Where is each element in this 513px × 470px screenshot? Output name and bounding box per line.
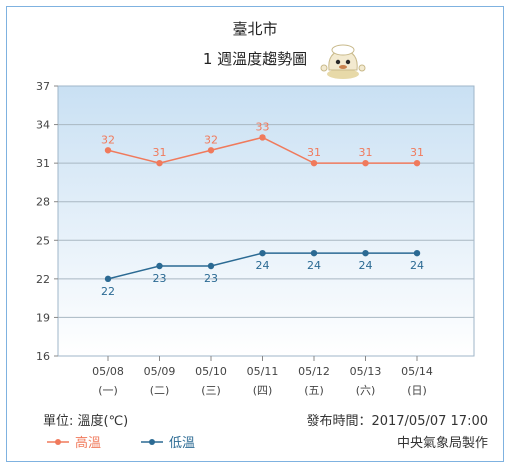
- data-point: [310, 249, 318, 257]
- data-point: [207, 262, 215, 270]
- chart-title: 臺北市: [232, 20, 277, 38]
- y-tick-label: 22: [36, 273, 50, 286]
- x-tick-label-weekday: (三): [201, 384, 221, 397]
- data-label: 31: [153, 146, 167, 159]
- y-tick-label: 37: [36, 80, 50, 93]
- x-tick-label-date: 05/10: [195, 365, 227, 378]
- data-label: 24: [256, 259, 270, 272]
- data-label: 23: [153, 272, 167, 285]
- data-label: 22: [101, 285, 115, 298]
- x-tick-label-weekday: (日): [407, 384, 427, 397]
- data-point: [156, 159, 163, 167]
- data-point: [207, 147, 215, 154]
- data-label: 24: [410, 259, 424, 272]
- data-label: 31: [307, 146, 321, 159]
- x-tick-label-weekday: (一): [98, 384, 118, 397]
- data-label: 23: [204, 272, 218, 285]
- source-label: 中央氣象局製作: [397, 436, 488, 451]
- x-tick-label-date: 05/08: [92, 365, 124, 378]
- y-tick-label: 16: [36, 350, 50, 363]
- chart-frame: 臺北市 1 週溫度趨勢圖 16 19 22 25 28 31 34 37 05/08 (一) 05…: [6, 6, 504, 462]
- data-label: 24: [307, 259, 321, 272]
- x-tick-label-weekday: (六): [356, 384, 376, 397]
- data-label: 31: [359, 146, 373, 159]
- unit-label: 單位: 溫度(℃): [43, 413, 128, 429]
- weather-mascot-icon: [320, 44, 366, 79]
- x-tick-label-date: 05/13: [350, 365, 382, 378]
- x-tick-label-date: 05/12: [298, 365, 330, 378]
- x-axis-ticks: 05/08 (一) 05/09 (二) 05/10 (三) 05/11 (四) 05/12 (五)…: [92, 356, 433, 397]
- grid-lines: [58, 124, 474, 318]
- data-label: 33: [256, 120, 270, 133]
- y-tick-label: 28: [36, 196, 50, 209]
- y-axis-ticks: 16 19 22 25 28 31 34 37: [36, 80, 58, 363]
- series-layer: 32 31 32 33 31 31 31 22 23 23 24 24 24 24: [101, 120, 424, 297]
- legend-low-label: 低溫: [169, 436, 195, 451]
- data-point: [259, 249, 266, 257]
- data-point: [362, 249, 369, 257]
- data-point: [259, 134, 266, 141]
- publish-time: 發布時間：2017/05/07 17:00: [306, 414, 488, 429]
- legend-low-marker: [149, 439, 155, 445]
- x-tick-label-date: 05/11: [247, 365, 279, 378]
- legend: 高溫 低溫: [47, 435, 195, 451]
- x-tick-label-weekday: (四): [253, 384, 273, 397]
- x-tick-label-date: 05/09: [144, 365, 176, 378]
- data-label: 32: [101, 133, 115, 146]
- data-label: 24: [359, 259, 373, 272]
- x-tick-label-date: 05/14: [401, 365, 433, 378]
- legend-high-marker: [55, 439, 61, 445]
- x-tick-label-weekday: (五): [304, 384, 324, 397]
- data-point: [413, 159, 421, 167]
- data-point: [413, 249, 421, 257]
- chart-subtitle: 1 週溫度趨勢圖: [203, 50, 307, 68]
- y-tick-label: 19: [36, 311, 50, 324]
- plot-area: [57, 85, 475, 357]
- y-tick-label: 31: [36, 157, 50, 170]
- data-point: [362, 159, 369, 167]
- data-label: 32: [204, 133, 218, 146]
- data-point: [104, 275, 112, 283]
- data-point: [104, 147, 112, 154]
- data-label: 31: [410, 146, 424, 159]
- x-tick-label-weekday: (二): [150, 384, 170, 397]
- data-point: [310, 159, 318, 167]
- y-tick-label: 34: [36, 119, 50, 132]
- y-tick-label: 25: [36, 234, 50, 247]
- data-point: [156, 262, 163, 270]
- legend-high-label: 高溫: [75, 435, 101, 451]
